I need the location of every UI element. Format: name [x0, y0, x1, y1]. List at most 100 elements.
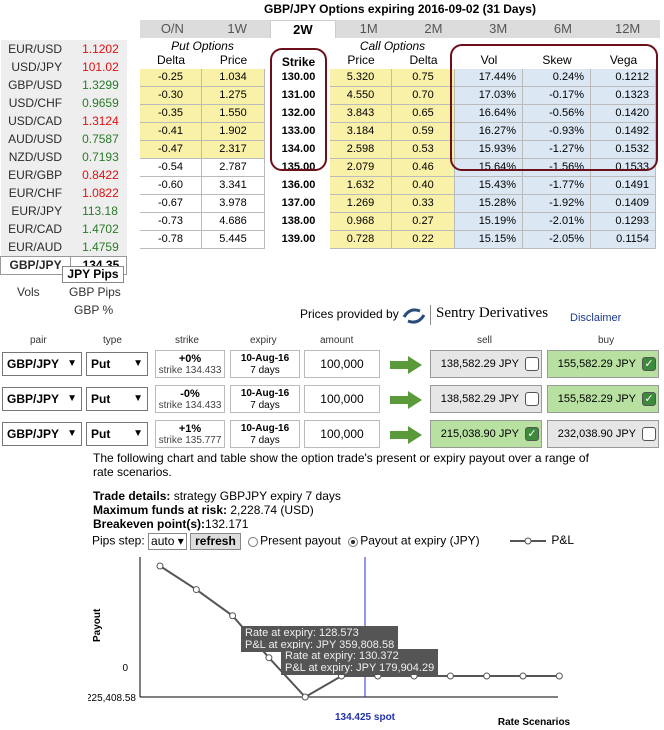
refresh-button[interactable]: refresh: [190, 533, 241, 550]
tab-6m[interactable]: 6M: [553, 21, 572, 36]
currency-rate: 1.0822: [82, 186, 119, 200]
amount-input[interactable]: 100,000: [304, 420, 380, 448]
currency-pair: GBP/USD: [8, 78, 63, 92]
cell-pd: -0.35: [140, 105, 202, 123]
tab-2m[interactable]: 2M: [424, 21, 443, 36]
currency-row[interactable]: USD/CAD 1.3124: [0, 112, 127, 130]
amount-input[interactable]: 100,000: [304, 350, 380, 378]
cell-cp[interactable]: 4.550: [330, 87, 392, 105]
cell-cp[interactable]: 5.320: [330, 69, 392, 87]
currency-row[interactable]: GBP/USD 1.3299: [0, 76, 127, 94]
expiry-box[interactable]: 10-Aug-16 7 days: [230, 385, 300, 413]
currency-rate: 113.18: [82, 204, 118, 218]
amount-header: amount: [320, 335, 354, 346]
currency-pair: EUR/CHF: [8, 186, 63, 200]
cell-pp[interactable]: 1.275: [202, 87, 265, 105]
strike-box[interactable]: +1% strike 135.777: [155, 420, 225, 448]
currency-row[interactable]: EUR/CHF 1.0822: [0, 184, 127, 202]
type-select[interactable]: Put ▼: [86, 352, 148, 376]
cell-cp[interactable]: 3.843: [330, 105, 392, 123]
currency-row[interactable]: EUR/USD 1.1202: [0, 40, 127, 58]
expiry-box[interactable]: 10-Aug-16 7 days: [230, 350, 300, 378]
cell-st: 130.00: [267, 69, 330, 87]
spot-label: 134.425 spot: [335, 712, 396, 723]
cell-pp[interactable]: 1.034: [202, 69, 265, 87]
cell-st: 133.00: [267, 123, 330, 141]
cell-cd: 0.40: [392, 177, 455, 195]
tab-12m[interactable]: 12M: [614, 21, 641, 36]
currency-row[interactable]: EUR/GBP 0.8422: [0, 166, 127, 184]
cell-skew: -0.56%: [523, 105, 591, 123]
pair-select[interactable]: GBP/JPY ▼: [2, 422, 82, 446]
tenor-tabs: O/N 1W 2W 1M 2M 3M 6M 12M: [140, 20, 660, 38]
tab-on[interactable]: O/N: [160, 21, 184, 36]
tab-2w[interactable]: 2W: [269, 20, 337, 38]
currency-pair: EUR/USD: [8, 42, 63, 56]
currency-row[interactable]: AUD/USD 0.7587: [0, 130, 127, 148]
buy-price[interactable]: 155,582.29 JPY ✓: [547, 350, 659, 378]
buy-checkbox[interactable]: ✓: [642, 357, 656, 371]
sell-price[interactable]: 215,038.90 JPY ✓: [430, 420, 542, 448]
gbp-pips-option[interactable]: GBP Pips: [69, 285, 121, 299]
currency-row[interactable]: NZD/USD 0.7193: [0, 148, 127, 166]
strike-box[interactable]: -0% strike 134.433: [155, 385, 225, 413]
sell-checkbox[interactable]: ✓: [525, 427, 539, 441]
currency-row[interactable]: USD/JPY 101.02: [0, 58, 127, 76]
type-select[interactable]: Put ▼: [86, 422, 148, 446]
cell-cp[interactable]: 3.184: [330, 123, 392, 141]
amount-input[interactable]: 100,000: [304, 385, 380, 413]
type-select[interactable]: Put ▼: [86, 387, 148, 411]
cell-cp[interactable]: 2.598: [330, 141, 392, 159]
cell-pp[interactable]: 2.787: [202, 159, 265, 177]
cell-cp[interactable]: 2.079: [330, 159, 392, 177]
currency-row[interactable]: EUR/CAD 1.4702: [0, 220, 127, 238]
cell-cp[interactable]: 0.968: [330, 213, 392, 231]
cell-cp[interactable]: 1.632: [330, 177, 392, 195]
strike-box[interactable]: +0% strike 134.433: [155, 350, 225, 378]
currency-pair: USD/JPY: [11, 60, 63, 74]
cell-pp[interactable]: 1.902: [202, 123, 265, 141]
sell-checkbox[interactable]: [525, 392, 539, 406]
sell-price[interactable]: 138,582.29 JPY: [430, 350, 542, 378]
cell-cp[interactable]: 1.269: [330, 195, 392, 213]
pair-select[interactable]: GBP/JPY ▼: [2, 352, 82, 376]
cell-pp[interactable]: 3.978: [202, 195, 265, 213]
present-payout-radio[interactable]: [248, 536, 259, 547]
tab-1m[interactable]: 1M: [359, 21, 378, 36]
cell-pp[interactable]: 4.686: [202, 213, 265, 231]
currency-row[interactable]: USD/CHF 0.9659: [0, 94, 127, 112]
pair-select[interactable]: GBP/JPY ▼: [2, 387, 82, 411]
buy-price[interactable]: 232,038.90 JPY: [547, 420, 659, 448]
cell-pp[interactable]: 3.341: [202, 177, 265, 195]
tab-3m[interactable]: 3M: [489, 21, 508, 36]
cell-cp[interactable]: 0.728: [330, 231, 392, 249]
currency-row[interactable]: EUR/AUD 1.4759: [0, 238, 127, 256]
pl-data-point: [156, 562, 164, 570]
cell-skew: -1.77%: [523, 177, 591, 195]
currency-row[interactable]: GBP/JPY 134.35: [0, 255, 128, 275]
cell-cd: 0.33: [392, 195, 455, 213]
buy-checkbox[interactable]: [642, 427, 656, 441]
dropdown-icon: ▼: [133, 393, 143, 404]
cell-cd: 0.65: [392, 105, 455, 123]
disclaimer-link[interactable]: Disclaimer: [570, 312, 622, 324]
expiry-payout-radio[interactable]: [348, 536, 359, 547]
jpy-pips-button[interactable]: JPY Pips: [62, 266, 124, 283]
cell-st: 132.00: [267, 105, 330, 123]
buy-checkbox[interactable]: ✓: [642, 392, 656, 406]
expiry-box[interactable]: 10-Aug-16 7 days: [230, 420, 300, 448]
gbp-percent-option[interactable]: GBP %: [74, 303, 114, 317]
buy-price[interactable]: 155,582.29 JPY ✓: [547, 385, 659, 413]
sell-checkbox[interactable]: [525, 357, 539, 371]
pips-step-label: Pips step:: [92, 533, 145, 548]
cell-pp[interactable]: 1.550: [202, 105, 265, 123]
cell-vol: 17.44%: [455, 69, 523, 87]
cell-pp[interactable]: 2.317: [202, 141, 265, 159]
cell-pp[interactable]: 5.445: [202, 231, 265, 249]
sell-price[interactable]: 138,582.29 JPY: [430, 385, 542, 413]
pips-step-select[interactable]: auto ▾: [148, 533, 187, 550]
currency-row[interactable]: EUR/JPY 113.18: [0, 202, 127, 220]
cell-st: 138.00: [267, 213, 330, 231]
tab-1w[interactable]: 1W: [227, 21, 247, 36]
currency-pair: GBP/JPY: [0, 255, 71, 275]
